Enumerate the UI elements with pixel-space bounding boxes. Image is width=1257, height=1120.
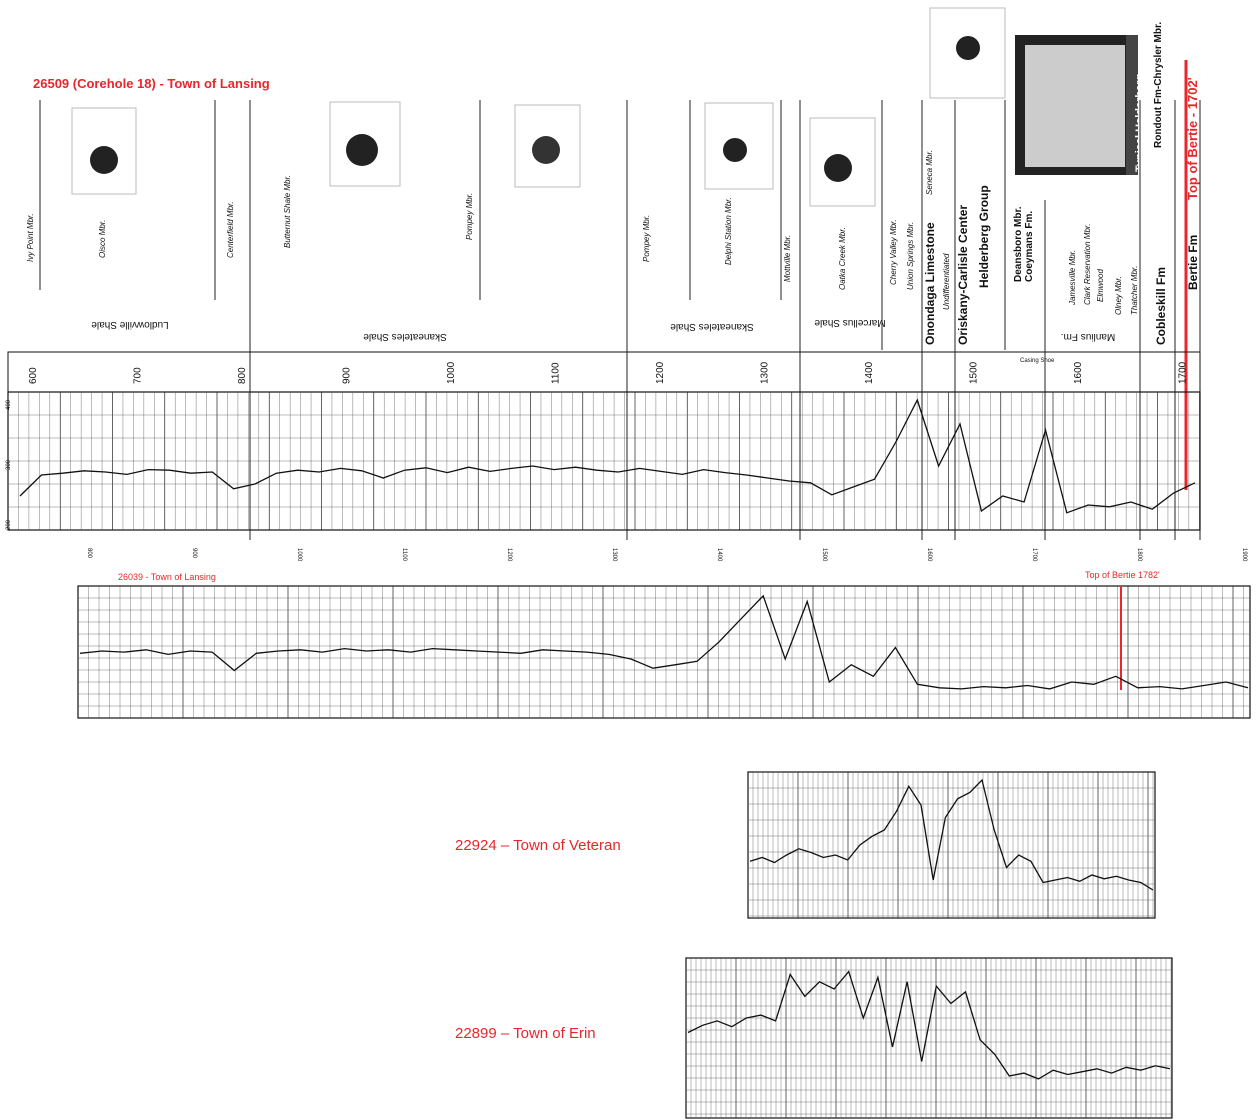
log-trace bbox=[750, 780, 1153, 890]
depth-label: 1800 bbox=[1136, 548, 1142, 562]
member-label: Pompey Mbr. bbox=[642, 215, 651, 262]
depth-label: 1100 bbox=[551, 362, 562, 384]
depth-label: 1400 bbox=[864, 361, 875, 384]
top-label: Top of Bertie - 1702' bbox=[1185, 77, 1200, 200]
member-label: Deansboro Mbr. bbox=[1013, 206, 1024, 282]
member-label: Coeymans Fm. bbox=[1024, 211, 1035, 282]
member-label: Thatcher Mbr. bbox=[1130, 266, 1139, 316]
scale-label: 300 bbox=[6, 459, 12, 470]
formation-label: Manlius Fm. bbox=[1061, 331, 1115, 342]
depth-label: 1500 bbox=[821, 548, 827, 562]
formation-label: Ludlowville Shale bbox=[91, 319, 169, 330]
log-trace bbox=[80, 596, 1248, 689]
member-label: Rondout Fm-Chrysler Mbr. bbox=[1153, 22, 1164, 148]
core-photos bbox=[72, 8, 1138, 206]
member-label: Cobleskill Fm bbox=[1154, 267, 1168, 345]
log-title: 26039 - Town of Lansing bbox=[118, 572, 216, 582]
formation-label: Marcellus Shale bbox=[814, 317, 886, 328]
depth-label: 600 bbox=[28, 367, 39, 384]
log-frame bbox=[748, 772, 1155, 918]
log-title: 26509 (Corehole 18) - Town of Lansing bbox=[33, 76, 270, 91]
depth-label: 1400 bbox=[716, 548, 722, 562]
member-label: Bertie Fm bbox=[1186, 235, 1200, 290]
depth-label: 1300 bbox=[611, 548, 617, 562]
member-label: Oriskany-Carlisle Center bbox=[956, 205, 970, 345]
depth-label: 1600 bbox=[1073, 361, 1084, 384]
member-label: Oisco Mbr. bbox=[98, 220, 107, 258]
depth-label: 1000 bbox=[446, 361, 457, 384]
casing-label: Casing Shoe bbox=[1020, 358, 1055, 364]
depth-label: 1000 bbox=[296, 548, 302, 562]
depth-label: 1500 bbox=[969, 361, 980, 384]
member-label: Oatka Creek Mbr. bbox=[838, 227, 847, 290]
depth-label: 1700 bbox=[1031, 548, 1037, 562]
top-label: Top of Bertie 1782' bbox=[1085, 570, 1160, 580]
depth-label: 1200 bbox=[506, 548, 512, 562]
formation-label: Skaneateles Shale bbox=[363, 331, 447, 342]
depth-label: 1900 bbox=[1241, 548, 1247, 562]
depth-label: 900 bbox=[191, 548, 197, 559]
depth-label: 800 bbox=[237, 367, 248, 384]
member-label: Onondaga Limestone bbox=[923, 222, 937, 345]
depth-label: 1300 bbox=[760, 361, 771, 384]
member-label: Clark Reservation Mbr. bbox=[1083, 223, 1092, 305]
log-frame bbox=[78, 586, 1250, 718]
member-label: Ivy Point Mbr. bbox=[26, 213, 35, 262]
member-label: Cherry Valley Mbr. bbox=[889, 219, 898, 285]
log-trace bbox=[688, 972, 1170, 1079]
page: 26509 (Corehole 18) - Town of Lansing Ty… bbox=[0, 0, 1257, 1120]
depth-label: 1100 bbox=[401, 548, 407, 562]
scale-label: 200 bbox=[6, 519, 12, 530]
depth-label: 800 bbox=[86, 548, 92, 559]
log-title: 22924 – Town of Veteran bbox=[455, 837, 621, 854]
member-label: Centerfield Mbr. bbox=[226, 201, 235, 258]
log-title: 22899 – Town of Erin bbox=[455, 1025, 596, 1042]
depth-label: 900 bbox=[342, 367, 353, 384]
member-label: Olney Mbr. bbox=[1114, 276, 1123, 315]
member-label: Union Springs Mbr. bbox=[906, 222, 915, 290]
member-label: Delphi Station Mbr. bbox=[724, 197, 733, 265]
member-label: Seneca Mbr. bbox=[925, 150, 934, 195]
depth-label: 1700 bbox=[1178, 361, 1189, 384]
depth-label: 1200 bbox=[655, 361, 666, 384]
depth-label: 700 bbox=[133, 367, 144, 384]
member-label: Elmwood bbox=[1096, 269, 1105, 302]
scale-label: 400 bbox=[6, 399, 12, 410]
member-label: Jamesville Mbr. bbox=[1068, 250, 1077, 306]
member-label: Butternut Shale Mbr. bbox=[283, 175, 292, 248]
member-label: Mottville Mbr. bbox=[783, 235, 792, 282]
member-label: Pompey Mbr. bbox=[465, 193, 474, 240]
depth-label: 1600 bbox=[926, 548, 932, 562]
member-label: Undifferentiated bbox=[942, 253, 951, 310]
formation-label: Skaneateles Shale bbox=[670, 321, 754, 332]
member-label: Helderberg Group bbox=[977, 185, 991, 288]
